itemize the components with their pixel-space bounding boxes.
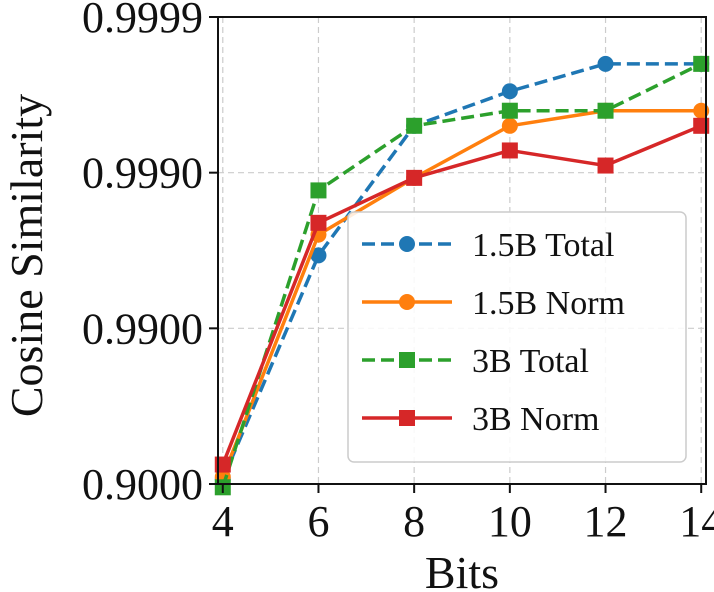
- y-axis-label: Cosine Similarity: [1, 94, 52, 417]
- data-point: [597, 55, 614, 72]
- y-tick-label: 0.9900: [82, 304, 203, 353]
- data-point: [310, 182, 327, 199]
- data-point: [310, 247, 327, 264]
- legend-box: [347, 211, 687, 463]
- legend: 1.5B Total 1.5B Norm 3B Total 3B Norm: [347, 211, 687, 463]
- x-tick-label: 6: [307, 497, 329, 546]
- x-tick-label: 14: [679, 497, 714, 546]
- data-point: [501, 83, 518, 100]
- x-tick-label: 4: [212, 497, 234, 546]
- legend-label: 3B Norm: [472, 401, 600, 438]
- legend-label: 1.5B Norm: [472, 285, 625, 322]
- x-tick-label: 10: [488, 497, 532, 546]
- legend-label: 3B Total: [472, 343, 589, 380]
- data-point: [406, 169, 423, 186]
- legend-marker: [399, 236, 415, 252]
- series-line: [221, 62, 702, 488]
- y-tick-label: 0.9999: [82, 0, 203, 42]
- data-point: [310, 214, 327, 231]
- plot-frame: [217, 16, 707, 485]
- legend-marker: [399, 294, 415, 310]
- legend-marker: [399, 352, 415, 368]
- ticks: 4 6 8 10 12 14 0.9000 0.9900 0.9990 0.9999: [82, 0, 714, 546]
- data-point: [501, 117, 518, 134]
- series-3b-norm: [214, 117, 710, 473]
- y-tick-label: 0.9990: [82, 149, 203, 198]
- legend-marker: [399, 410, 415, 426]
- x-axis-label: Bits: [425, 547, 499, 592]
- series-line: [221, 124, 702, 466]
- series-line: [221, 108, 702, 478]
- data-point: [501, 102, 518, 119]
- data-point: [597, 102, 614, 119]
- series-line: [221, 62, 702, 480]
- x-tick-label: 8: [403, 497, 425, 546]
- x-tick-label: 12: [584, 497, 628, 546]
- data-point: [597, 157, 614, 174]
- series-layer: [214, 55, 710, 496]
- legend-label: 1.5B Total: [472, 227, 614, 264]
- data-point: [501, 142, 518, 159]
- y-tick-label: 0.9000: [82, 460, 203, 509]
- data-point: [406, 117, 423, 134]
